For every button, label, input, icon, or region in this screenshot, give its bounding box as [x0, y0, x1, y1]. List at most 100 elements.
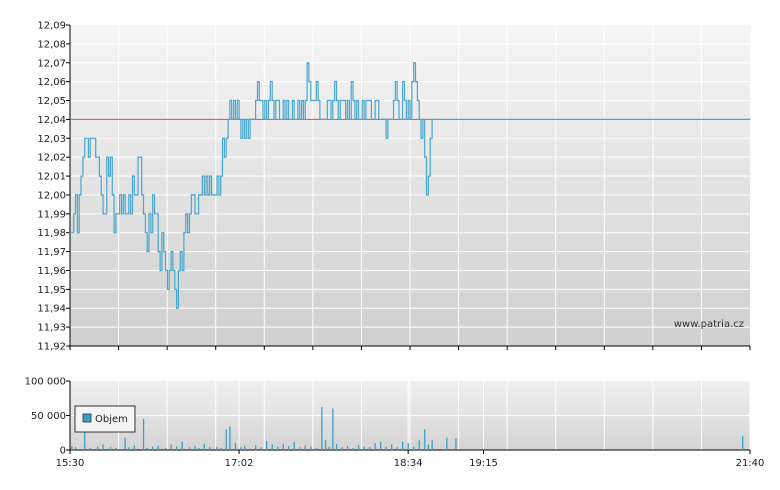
price-point [203, 194, 205, 196]
legend-label: Objem [95, 414, 128, 425]
price-point [422, 118, 424, 121]
volume-bar [391, 444, 393, 450]
price-point [157, 250, 159, 253]
price-y-tick-label: 12,06 [37, 77, 66, 88]
price-point [300, 99, 303, 102]
volume-bar [324, 440, 327, 450]
price-point [311, 99, 314, 102]
price-point [418, 118, 420, 121]
price-point [242, 118, 244, 121]
price-point [210, 194, 213, 196]
volume-bar [102, 444, 104, 450]
price-point [427, 175, 429, 177]
price-point [319, 118, 321, 121]
price-point [179, 250, 181, 253]
price-point [93, 137, 95, 139]
price-point [253, 118, 255, 121]
price-point [201, 175, 203, 177]
price-point [346, 99, 349, 102]
price-x-ticks [69, 346, 751, 350]
volume-bar [418, 440, 420, 450]
price-point [356, 99, 358, 102]
volume-bar [446, 437, 448, 450]
price-y-tick-label: 11,93 [37, 323, 66, 334]
price-point [163, 250, 165, 253]
volume-bar [203, 443, 205, 450]
price-point [82, 156, 84, 158]
volume-bar [260, 447, 262, 450]
price-y-tick-label: 12,09 [37, 21, 66, 32]
price-point [396, 99, 398, 102]
price-point [218, 194, 220, 196]
price-y-tick-label: 11,95 [37, 285, 66, 296]
price-point [266, 118, 268, 121]
volume-bar [380, 441, 382, 450]
price-point [370, 118, 373, 121]
price-point [354, 118, 356, 121]
price-y-tick-label: 11,97 [37, 247, 66, 258]
price-point [405, 118, 407, 121]
price-point [345, 118, 347, 121]
price-point [221, 137, 224, 139]
volume-bar [271, 444, 273, 450]
volume-bar [321, 407, 323, 450]
price-point [267, 99, 270, 102]
volume-bar [742, 436, 744, 450]
price-point [332, 99, 334, 102]
volume-bar [188, 447, 191, 450]
volume-bar [234, 443, 237, 450]
price-point [198, 194, 200, 196]
price-point [113, 232, 115, 234]
price-y-tick-labels: 12,09 12,08 12,07 12,06 12,05 12,04 12,03 12,02… [37, 21, 70, 353]
volume-y-tick-label: 100 000 [25, 377, 66, 388]
price-point [394, 81, 396, 83]
volume-y-tick-label: 50 000 [31, 411, 66, 422]
price-point [334, 81, 336, 83]
price-point [310, 99, 312, 102]
price-point [104, 213, 106, 215]
price-point [256, 81, 259, 83]
price-y-tick-label: 11,98 [37, 228, 66, 239]
price-point [128, 194, 130, 196]
price-point [402, 81, 404, 83]
price-point [238, 118, 240, 121]
price-point [229, 99, 231, 102]
price-y-tick-label: 12,02 [37, 153, 66, 164]
price-point [335, 99, 338, 102]
price-point [117, 213, 119, 215]
price-point [337, 118, 339, 121]
volume-bar [357, 445, 360, 450]
price-y-tick-label: 11,92 [37, 342, 66, 353]
price-point [429, 137, 431, 139]
price-point [183, 232, 185, 234]
price-y-tick-label: 12,03 [37, 134, 66, 145]
price-point [164, 269, 167, 272]
volume-bar [299, 447, 301, 450]
volume-bar [89, 447, 91, 450]
volume-bar [244, 445, 246, 450]
volume-bar [176, 446, 178, 450]
price-series-line [70, 62, 750, 309]
volume-bar [363, 446, 365, 450]
price-point [232, 99, 235, 102]
volume-bar [315, 447, 317, 450]
price-point [102, 213, 104, 215]
volume-bar [198, 447, 200, 450]
volume-bar [146, 447, 148, 450]
price-point [170, 250, 172, 253]
price-point [76, 232, 78, 234]
price-point [361, 99, 363, 102]
volume-bar [165, 447, 167, 450]
price-point [409, 118, 411, 121]
price-y-tick-label: 11,99 [37, 209, 66, 220]
price-point [187, 232, 189, 234]
price-point [209, 175, 211, 177]
price-point [107, 175, 110, 177]
price-point [139, 156, 141, 158]
price-point [403, 99, 406, 102]
price-y-tick-label: 12,08 [37, 39, 66, 50]
price-point [286, 99, 288, 102]
price-point [295, 118, 297, 121]
price-point [308, 81, 310, 83]
price-point [69, 232, 71, 234]
